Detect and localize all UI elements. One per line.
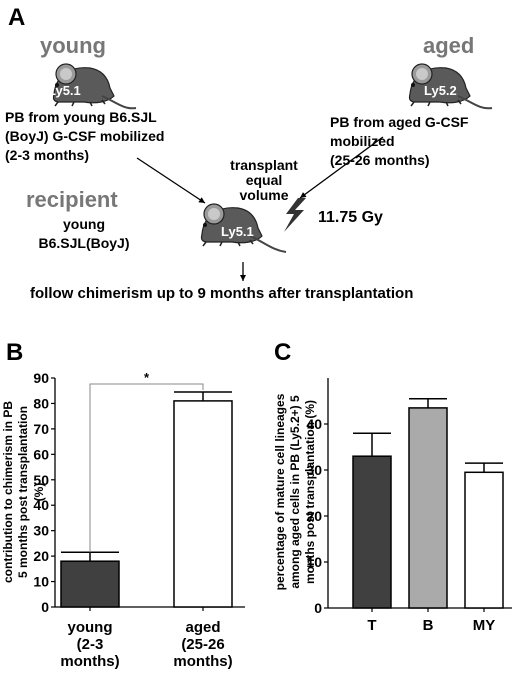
x-tick-label: B bbox=[423, 617, 434, 634]
young-desc-line-1: PB from young B6.SJL bbox=[5, 109, 157, 125]
y-tick-label: 70 bbox=[33, 421, 49, 437]
bar bbox=[173, 400, 233, 608]
x-tick-label: MY bbox=[473, 617, 496, 634]
panel-a-label: A bbox=[8, 4, 25, 31]
significance-bracket bbox=[89, 383, 204, 553]
aged-desc-line-2: mobilized bbox=[330, 133, 395, 149]
y-axis-label: 5 months post transplantation bbox=[16, 406, 30, 578]
y-tick-label: 40 bbox=[33, 497, 49, 513]
x-tick-label: young bbox=[68, 619, 113, 636]
follow-text: follow chimerism up to 9 months after tr… bbox=[30, 285, 413, 302]
y-tick-label: 30 bbox=[33, 523, 49, 539]
y-tick-label: 60 bbox=[33, 446, 49, 462]
bar bbox=[352, 455, 392, 609]
aged-mouse-icon bbox=[408, 63, 493, 110]
recipient-mouse-icon bbox=[200, 203, 287, 253]
young-mouse-label: Ly5.1 bbox=[48, 83, 81, 98]
transplant-line-1: transplant bbox=[230, 157, 298, 173]
y-tick-label: 0 bbox=[314, 600, 322, 616]
bar bbox=[464, 471, 504, 609]
radiation-lightning-icon bbox=[284, 198, 306, 232]
y-tick-label: 90 bbox=[33, 370, 49, 386]
panel-c-label: C bbox=[274, 339, 291, 366]
y-axis-label: contribution to chimerism in PB bbox=[1, 401, 15, 583]
y-tick-label: 50 bbox=[33, 472, 49, 488]
young-title: young bbox=[40, 33, 106, 58]
x-tick-label: aged bbox=[185, 619, 220, 636]
y-axis-label: percentage of mature cell lineages bbox=[273, 393, 287, 590]
young-mouse-icon bbox=[52, 63, 137, 110]
y-tick-label: 20 bbox=[306, 508, 322, 524]
significance-marker: * bbox=[144, 370, 150, 385]
y-tick-label: 10 bbox=[33, 574, 49, 590]
y-tick-label: 30 bbox=[306, 462, 322, 478]
x-tick-label: months) bbox=[173, 653, 232, 670]
young-desc-line-3: (2-3 months) bbox=[5, 147, 89, 163]
bar bbox=[408, 407, 448, 609]
chart-c: 0 10 20 30 40 percentage of mature cell linea… bbox=[273, 378, 512, 634]
aged-title: aged bbox=[423, 33, 474, 58]
y-tick-label: 20 bbox=[33, 548, 49, 564]
y-axis-label: (%) bbox=[32, 483, 46, 502]
chart-b: 0 10 20 30 40 50 60 70 80 90 contribution to chime… bbox=[1, 370, 245, 670]
aged-to-recipient-arrow bbox=[299, 136, 384, 199]
panel-b-label: B bbox=[6, 339, 23, 366]
y-axis-label: among aged cells in PB (Ly5.2+) 5 bbox=[288, 395, 302, 589]
recipient-desc-line-2: B6.SJL(BoyJ) bbox=[38, 235, 129, 251]
x-tick-label: months) bbox=[60, 653, 119, 670]
radiation-dose: 11.75 Gy bbox=[318, 209, 383, 226]
y-tick-label: 0 bbox=[41, 599, 49, 615]
x-tick-label: T bbox=[367, 617, 376, 634]
recipient-desc-line-1: young bbox=[63, 216, 105, 232]
x-tick-label: (2-3 bbox=[77, 636, 104, 653]
recipient-mouse-label: Ly5.1 bbox=[221, 224, 254, 239]
transplant-line-3: volume bbox=[239, 187, 288, 203]
x-tick-label: (25-26 bbox=[181, 636, 224, 653]
y-axis-label: months post transplantation (%) bbox=[303, 400, 317, 584]
y-tick-label: 10 bbox=[306, 554, 322, 570]
y-tick-label: 80 bbox=[33, 395, 49, 411]
young-to-recipient-arrow bbox=[136, 157, 206, 204]
aged-mouse-label: Ly5.2 bbox=[424, 83, 457, 98]
aged-desc-line-1: PB from aged G-CSF bbox=[330, 114, 469, 130]
recipient-title: recipient bbox=[26, 187, 118, 212]
young-desc-line-2: (BoyJ) G-CSF mobilized bbox=[5, 128, 164, 144]
y-tick-label: 40 bbox=[306, 416, 322, 432]
aged-desc-line-3: (25-26 months) bbox=[330, 152, 430, 168]
bar bbox=[60, 560, 120, 608]
transplant-line-2: equal bbox=[246, 172, 283, 188]
